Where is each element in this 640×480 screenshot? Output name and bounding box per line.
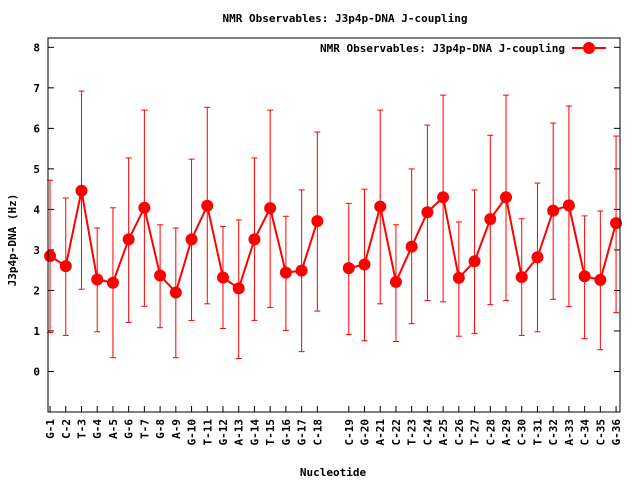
x-axis-label: Nucleotide: [300, 466, 367, 479]
legend: NMR Observables: J3p4p-DNA J-coupling: [320, 42, 606, 55]
x-tick-label: G-16: [280, 419, 293, 446]
x-tick-label: T-23: [406, 419, 419, 446]
data-point: [594, 273, 607, 286]
data-point: [106, 276, 119, 289]
data-point: [185, 233, 198, 246]
x-tick-label: G-12: [217, 419, 230, 446]
x-tick-label: G-20: [359, 419, 372, 446]
y-tick-label: 7: [33, 82, 40, 95]
y-tick-label: 0: [33, 365, 40, 378]
x-tick-label: G-17: [296, 419, 309, 446]
y-tick-label: 8: [33, 41, 40, 54]
data-point: [169, 286, 182, 299]
data-point: [279, 266, 292, 279]
data-point: [295, 264, 308, 277]
x-tick-label: T-3: [75, 419, 88, 439]
x-tick-label: C-30: [516, 419, 529, 446]
data-point: [216, 271, 229, 284]
x-tick-label: G-6: [123, 419, 136, 439]
y-tick-label: 3: [33, 244, 40, 257]
data-point: [421, 206, 434, 219]
x-tick-label: C-19: [343, 419, 356, 446]
x-tick-label: A-9: [170, 419, 183, 439]
x-tick-label: A-25: [437, 419, 450, 446]
data-point: [122, 233, 135, 246]
y-tick-label: 1: [33, 325, 40, 338]
data-point: [468, 255, 481, 268]
x-tick-label: C-32: [547, 419, 560, 446]
y-tick-label: 6: [33, 122, 40, 135]
data-point: [342, 262, 355, 275]
y-tick-label: 4: [33, 203, 40, 216]
x-tick-label: T-27: [469, 419, 482, 446]
data-point: [248, 233, 261, 246]
data-point: [91, 273, 104, 286]
x-tick-label: C-18: [311, 419, 324, 446]
x-tick-label: T-7: [138, 419, 151, 439]
x-tick-label: G-1: [44, 419, 57, 439]
series-line: [348, 194, 618, 286]
x-tick-label: G-14: [248, 419, 261, 446]
legend-label: NMR Observables: J3p4p-DNA J-coupling: [320, 42, 565, 55]
data-point: [59, 260, 72, 273]
y-tick-label: 2: [33, 284, 40, 297]
data-point: [154, 269, 167, 282]
data-point: [75, 184, 88, 197]
x-tick-label: G-4: [91, 419, 104, 439]
data-point: [500, 191, 513, 204]
series-line: [49, 190, 319, 295]
data-point: [515, 271, 528, 284]
data-point: [389, 275, 402, 288]
x-tick-label: T-31: [531, 419, 544, 446]
data-point: [578, 270, 591, 283]
data-point: [562, 199, 575, 212]
data-point: [358, 258, 371, 271]
x-tick-label: C-35: [594, 419, 607, 446]
x-tick-label: A-13: [233, 419, 246, 446]
legend-marker: [583, 42, 595, 54]
data-point: [201, 199, 214, 212]
x-tick-label: C-34: [579, 419, 592, 446]
data-point: [484, 213, 497, 226]
x-tick-label: A-29: [500, 419, 513, 446]
data-point: [374, 200, 387, 213]
x-tick-label: C-2: [60, 419, 73, 439]
x-tick-label: T-15: [264, 419, 277, 446]
chart-title: NMR Observables: J3p4p-DNA J-coupling: [222, 12, 467, 25]
x-tick-label: T-11: [201, 419, 214, 446]
data-point: [610, 217, 623, 230]
x-tick-label: C-24: [421, 419, 434, 446]
data-point: [452, 271, 465, 284]
data-point: [311, 215, 324, 228]
data-point: [531, 251, 544, 264]
data-point: [405, 240, 418, 253]
y-axis-label: J3p4p-DNA (Hz): [6, 194, 19, 287]
x-tick-label: G-10: [186, 419, 199, 446]
data-point: [264, 202, 277, 215]
y-tick-label: 5: [33, 163, 40, 176]
x-tick-label: C-28: [484, 419, 497, 446]
data-point: [437, 191, 450, 204]
data-point: [138, 201, 151, 214]
plot-border: [47, 37, 621, 413]
x-tick-label: A-33: [563, 419, 576, 446]
x-tick-label: C-22: [390, 419, 403, 446]
data-point: [547, 204, 560, 217]
x-tick-label: A-21: [374, 419, 387, 446]
x-tick-label: G-8: [154, 419, 167, 439]
data-point: [44, 249, 57, 262]
data-point: [232, 282, 245, 295]
x-tick-label: C-26: [453, 419, 466, 446]
x-tick-label: G-36: [610, 419, 623, 446]
x-tick-label: A-5: [107, 419, 120, 439]
